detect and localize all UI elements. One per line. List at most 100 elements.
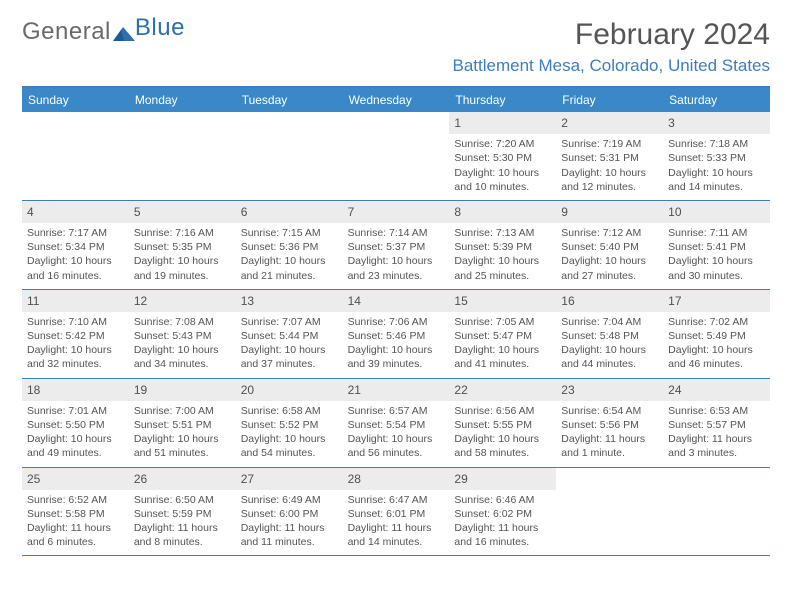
sunrise-text: Sunrise: 7:17 AM [27, 226, 125, 240]
daylight-text: and 54 minutes. [241, 446, 339, 460]
day-number: 13 [236, 290, 343, 312]
day-header: Friday [556, 88, 663, 112]
daylight-text: Daylight: 10 hours [668, 254, 766, 268]
calendar-cell: 16Sunrise: 7:04 AMSunset: 5:48 PMDayligh… [556, 290, 663, 378]
daylight-text: and 27 minutes. [561, 269, 659, 283]
calendar-cell: 1Sunrise: 7:20 AMSunset: 5:30 PMDaylight… [449, 112, 556, 200]
sunset-text: Sunset: 5:34 PM [27, 240, 125, 254]
daylight-text: Daylight: 10 hours [241, 343, 339, 357]
calendar-cell: 15 Sunrise: 7:05 AMSunset: 5:47 PMDayligh… [449, 290, 556, 378]
daylight-text: Daylight: 10 hours [27, 254, 125, 268]
location-subtitle: Battlement Mesa, Colorado, United States [453, 56, 771, 76]
header: General Blue February 2024 Battlement Me… [22, 18, 770, 76]
day-number: 15 [449, 290, 556, 312]
sunset-text: Sunset: 5:35 PM [134, 240, 232, 254]
daylight-text: and 34 minutes. [134, 357, 232, 371]
sunrise-text: Sunrise: 7:08 AM [134, 315, 232, 329]
sunset-text: Sunset: 5:56 PM [561, 418, 659, 432]
day-number: 12 [129, 290, 236, 312]
sunset-text: Sunset: 5:39 PM [454, 240, 552, 254]
sunset-text: Sunset: 5:55 PM [454, 418, 552, 432]
calendar-cell: 11Sunrise: 7:10 AMSunset: 5:42 PMDayligh… [22, 290, 129, 378]
sunrise-text: Sunrise: 7:00 AM [134, 404, 232, 418]
daylight-text: and 3 minutes. [668, 446, 766, 460]
sunset-text: Sunset: 5:42 PM [27, 329, 125, 343]
calendar-cell: 9Sunrise: 7:12 AMSunset: 5:40 PMDaylight… [556, 201, 663, 289]
sunset-text: Sunset: 5:44 PM [241, 329, 339, 343]
calendar-cell: 27Sunrise: 6:49 AMSunset: 6:00 PMDayligh… [236, 468, 343, 556]
daylight-text: Daylight: 10 hours [668, 343, 766, 357]
calendar-cell: 4 Sunrise: 7:17 AMSunset: 5:34 PMDaylight… [22, 201, 129, 289]
daylight-text: Daylight: 10 hours [134, 343, 232, 357]
day-number: 22 [449, 379, 556, 401]
sunrise-text: Sunrise: 6:56 AM [454, 404, 552, 418]
sunrise-text: Sunrise: 7:01 AM [27, 404, 125, 418]
sunset-text: Sunset: 5:47 PM [454, 329, 552, 343]
day-number: 23 [556, 379, 663, 401]
day-number: 4 [22, 201, 129, 223]
sunrise-text: Sunrise: 7:14 AM [348, 226, 446, 240]
calendar-cell: 23 Sunrise: 6:54 AMSunset: 5:56 PMDayligh… [556, 379, 663, 467]
daylight-text: and 16 minutes. [454, 535, 552, 549]
brand-logo: General Blue [22, 18, 185, 46]
calendar-cell: 7Sunrise: 7:14 AMSunset: 5:37 PMDaylight… [343, 201, 450, 289]
daylight-text: Daylight: 10 hours [348, 432, 446, 446]
calendar-cell: 5Sunrise: 7:16 AMSunset: 5:35 PMDaylight… [129, 201, 236, 289]
calendar-cell: 22Sunrise: 6:56 AMSunset: 5:55 PMDayligh… [449, 379, 556, 467]
calendar-cell: 29Sunrise: 6:46 AMSunset: 6:02 PMDayligh… [449, 468, 556, 556]
calendar-cell: 6Sunrise: 7:15 AMSunset: 5:36 PMDaylight… [236, 201, 343, 289]
daylight-text: Daylight: 10 hours [241, 254, 339, 268]
brand-arrow-icon [111, 18, 135, 46]
day-number: 16 [556, 290, 663, 312]
day-number: 10 [663, 201, 770, 223]
daylight-text: Daylight: 10 hours [348, 254, 446, 268]
day-number: 1 [449, 112, 556, 134]
daylight-text: Daylight: 10 hours [134, 432, 232, 446]
calendar-body: 1 Sunrise: 7:20 AMSunset: 5:30 PM Daylight… [22, 112, 770, 556]
daylight-text: and 11 minutes. [241, 535, 339, 549]
calendar-cell: 3Sunrise: 7:18 AMSunset: 5:33 PMDaylight… [663, 112, 770, 200]
sunrise-text: Sunrise: 7:11 AM [668, 226, 766, 240]
sunrise-text: Sunrise: 7:02 AM [668, 315, 766, 329]
day-number: 26 [129, 468, 236, 490]
calendar-cell [556, 468, 663, 556]
daylight-text: Daylight: 10 hours [454, 343, 552, 357]
sunrise-text: Sunrise: 6:54 AM [561, 404, 659, 418]
daylight-text: and 8 minutes. [134, 535, 232, 549]
day-number: 2 [556, 112, 663, 134]
sunrise-text: Sunrise: 7:20 AM [454, 137, 552, 151]
sunset-text: Sunset: 5:58 PM [27, 507, 125, 521]
daylight-text: Daylight: 10 hours [561, 254, 659, 268]
day-number: 25 [22, 468, 129, 490]
sunset-text: Sunset: 5:37 PM [348, 240, 446, 254]
sunset-text: Sunset: 5:30 PM [454, 151, 552, 165]
sunset-text: Sunset: 5:40 PM [561, 240, 659, 254]
daylight-text: and 44 minutes. [561, 357, 659, 371]
brand-part1: General [22, 18, 111, 46]
daylight-text: Daylight: 11 hours [134, 521, 232, 535]
daylight-text: Daylight: 10 hours [27, 343, 125, 357]
daylight-text: and 12 minutes. [561, 180, 659, 194]
sunrise-text: Sunrise: 7:15 AM [241, 226, 339, 240]
daylight-text: and 32 minutes. [27, 357, 125, 371]
daylight-text: and 16 minutes. [27, 269, 125, 283]
calendar-cell: 2Sunrise: 7:19 AMSunset: 5:31 PMDaylight… [556, 112, 663, 200]
calendar-cell: 28Sunrise: 6:47 AMSunset: 6:01 PMDayligh… [343, 468, 450, 556]
daylight-text: and 58 minutes. [454, 446, 552, 460]
calendar-week: 11Sunrise: 7:10 AMSunset: 5:42 PMDayligh… [22, 290, 770, 379]
calendar-cell: 17Sunrise: 7:02 AMSunset: 5:49 PMDayligh… [663, 290, 770, 378]
calendar-week: 4Sunrise: 7:17 AMSunset: 5:34 PMDaylight… [22, 201, 770, 290]
daylight-text: and 46 minutes. [668, 357, 766, 371]
day-number: 11 [22, 290, 129, 312]
daylight-text: and 1 minute. [561, 446, 659, 460]
daylight-text: and 10 minutes. [454, 180, 552, 194]
daylight-text: and 37 minutes. [241, 357, 339, 371]
daylight-text: Daylight: 10 hours [454, 254, 552, 268]
day-number: 28 [343, 468, 450, 490]
sunrise-text: Sunrise: 6:50 AM [134, 493, 232, 507]
sunrise-text: Sunrise: 7:05 AM [454, 315, 552, 329]
brand-part2: Blue [135, 14, 185, 42]
calendar-cell: 19Sunrise: 7:00 AMSunset: 5:51 PMDayligh… [129, 379, 236, 467]
sunset-text: Sunset: 5:31 PM [561, 151, 659, 165]
daylight-text: Daylight: 11 hours [561, 432, 659, 446]
